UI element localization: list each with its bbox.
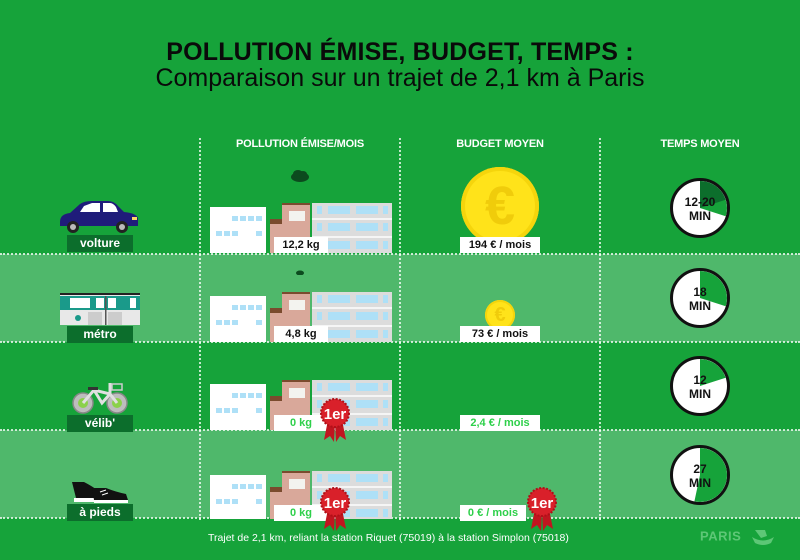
buildings-illustration [210, 292, 392, 342]
column-header-budget: BUDGET MOYEN [456, 138, 544, 150]
smoke-cloud-icon [291, 170, 309, 182]
coin-icon-small: € [485, 300, 515, 330]
budget-value-velib: 2,4 € / mois [460, 415, 540, 431]
pollution-value-apieds: 0 kg [274, 505, 328, 521]
clock-icon-apieds: 27 MIN [670, 445, 730, 505]
column-header-pollution: POLLUTION ÉMISE/MOIS [235, 138, 364, 150]
pollution-value-metro: 4,8 kg [274, 326, 328, 342]
svg-text:1er: 1er [531, 495, 554, 512]
first-place-ribbon-icon: 1er [320, 487, 350, 531]
page-subtitle: Comparaison sur un trajet de 2,1 km à Pa… [155, 64, 645, 92]
clock-label: 18 MIN [689, 285, 711, 313]
column-divider [199, 138, 201, 520]
sneakers-icon [72, 482, 128, 503]
paris-ship-icon [752, 530, 775, 545]
euro-symbol-icon: € [484, 176, 516, 236]
budget-value-volture: 194 € / mois [460, 237, 540, 253]
car-icon [60, 201, 138, 233]
clock-label: 27 MIN [689, 462, 711, 490]
column-divider [399, 138, 401, 520]
mode-label-apieds: à pieds [67, 504, 133, 521]
budget-value-metro: 73 € / mois [460, 326, 540, 342]
paris-logo-text: PARIS [700, 528, 742, 544]
mode-label-velib: vélib' [67, 415, 133, 432]
first-place-ribbon-icon: 1er [527, 487, 557, 531]
pollution-value-volture: 12,2 kg [274, 237, 328, 253]
first-place-ribbon-icon: 1er [320, 398, 350, 442]
svg-text:1er: 1er [324, 495, 347, 512]
metro-train-icon [60, 293, 140, 325]
budget-value-apieds: 0 € / mois [460, 505, 526, 521]
bicycle-icon [72, 383, 128, 414]
clock-label: 12 MIN [689, 373, 711, 401]
pollution-value-velib: 0 kg [274, 415, 328, 431]
euro-symbol-icon: € [494, 304, 506, 326]
column-divider [599, 138, 601, 520]
mode-label-volture: volture [67, 235, 133, 252]
coin-icon-large: € [461, 167, 539, 245]
smoke-cloud-icon [296, 270, 304, 275]
mode-label-metro: métro [67, 326, 133, 343]
clock-icon-metro: 18 MIN [670, 268, 730, 328]
paris-logo: PARIS [700, 528, 775, 546]
page-title: POLLUTION ÉMISE, BUDGET, TEMPS : [166, 38, 634, 66]
svg-text:1er: 1er [324, 406, 347, 423]
column-header-time: TEMPS MOYEN [660, 138, 740, 150]
clock-label: 12-20 MIN [684, 195, 716, 223]
clock-icon-volture: 12-20 MIN [670, 178, 730, 238]
footer-note: Trajet de 2,1 km, reliant la station Riq… [208, 532, 569, 544]
clock-icon-velib: 12 MIN [670, 356, 730, 416]
